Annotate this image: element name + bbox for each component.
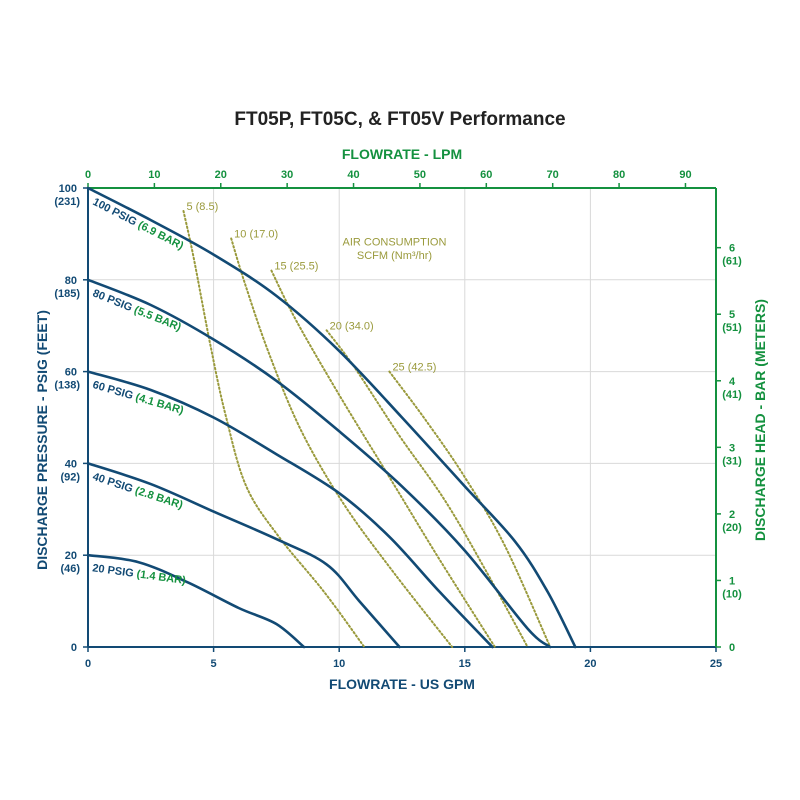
- left-tick-label: 60: [65, 367, 77, 379]
- left-tick-sublabel: (46): [60, 563, 80, 575]
- pressure-curve-label: 20 PSIG (1.4 BAR): [92, 562, 187, 587]
- top-axis-title: FLOWRATE - LPM: [342, 146, 462, 162]
- air-consumption-label: 15 (25.5): [274, 261, 318, 273]
- right-tick-label: 6: [729, 243, 735, 255]
- top-tick-label: 60: [480, 169, 492, 181]
- left-axis-title: DISCHARGE PRESSURE - PSIG (FEET): [34, 310, 50, 570]
- air-consumption-curve: [388, 370, 552, 648]
- pressure-curve: [86, 462, 401, 649]
- right-tick-label: 4: [729, 376, 736, 388]
- right-tick-sublabel: (31): [722, 455, 742, 467]
- top-tick-label: 20: [215, 169, 227, 181]
- left-tick-label: 100: [59, 183, 77, 195]
- plot-area: 0 5 10 15 20 250 10 20 30 40 50 60 70 80 90020(46)40(9…: [54, 169, 742, 670]
- bottom-axis-title: FLOWRATE - US GPM: [329, 676, 475, 692]
- pressure-psig-label: 20 PSIG: [92, 562, 138, 580]
- right-tick-sublabel: (41): [722, 389, 742, 401]
- bottom-tick-label: 0: [85, 658, 91, 670]
- pressure-curve-label: 80 PSIG (5.5 BAR): [91, 287, 183, 333]
- top-tick-label: 90: [679, 169, 691, 181]
- top-tick-label: 70: [547, 169, 559, 181]
- bottom-tick-label: 10: [333, 658, 345, 670]
- top-tick-label: 0: [85, 169, 91, 181]
- right-tick-label: 5: [729, 309, 735, 321]
- bottom-tick-label: 5: [211, 658, 217, 670]
- pressure-curve: [86, 553, 306, 649]
- pressure-bar-label: (2.8 BAR): [133, 485, 184, 512]
- bottom-tick-label: 25: [710, 658, 722, 670]
- left-tick-label: 0: [71, 642, 77, 654]
- air-consumption-label: 5 (8.5): [186, 201, 218, 213]
- air-consumption-label: 20 (34.0): [330, 320, 374, 332]
- left-tick-label: 40: [65, 458, 77, 470]
- right-axis-title: DISCHARGE HEAD - BAR (METERS): [752, 299, 768, 541]
- air-consumption-title: AIR CONSUMPTION: [343, 236, 447, 248]
- top-tick-label: 30: [281, 169, 293, 181]
- right-tick-label: 2: [729, 509, 735, 521]
- pressure-curve: [86, 278, 552, 649]
- left-tick-sublabel: (185): [54, 288, 80, 300]
- pressure-bar-label: (4.1 BAR): [134, 391, 185, 417]
- top-tick-label: 80: [613, 169, 625, 181]
- right-tick-sublabel: (61): [722, 256, 742, 268]
- top-tick-label: 40: [347, 169, 359, 181]
- top-tick-label: 50: [414, 169, 426, 181]
- left-tick-sublabel: (92): [60, 471, 80, 483]
- right-tick-label: 0: [729, 642, 735, 654]
- air-consumption-curve: [230, 237, 454, 648]
- left-tick-label: 80: [65, 275, 77, 287]
- pressure-curve: [86, 186, 577, 649]
- air-consumption-label: 25 (42.5): [392, 362, 436, 374]
- pressure-psig-label: 80 PSIG: [91, 287, 137, 315]
- right-tick-sublabel: (10): [722, 588, 742, 600]
- air-consumption-units: SCFM (Nm³/hr): [357, 250, 432, 262]
- right-tick-label: 1: [729, 575, 735, 587]
- pressure-psig-label: 40 PSIG: [91, 471, 137, 496]
- air-consumption-curve: [182, 210, 366, 648]
- top-tick-label: 10: [148, 169, 160, 181]
- right-tick-sublabel: (20): [722, 522, 742, 534]
- bottom-tick-label: 20: [584, 658, 596, 670]
- pressure-curve: [86, 370, 494, 649]
- pressure-curve-label: 100 PSIG (6.9 BAR): [91, 196, 186, 253]
- pressure-bar-label: (1.4 BAR): [136, 568, 187, 587]
- right-tick-sublabel: (51): [722, 322, 742, 334]
- left-tick-label: 20: [65, 550, 77, 562]
- bottom-tick-label: 15: [459, 658, 471, 670]
- right-tick-label: 3: [729, 442, 735, 454]
- left-tick-sublabel: (231): [54, 196, 80, 208]
- left-tick-sublabel: (138): [54, 380, 80, 392]
- air-consumption-curve: [270, 269, 496, 648]
- chart-title: FT05P, FT05C, & FT05V Performance: [234, 109, 565, 130]
- air-consumption-label: 10 (17.0): [234, 228, 278, 240]
